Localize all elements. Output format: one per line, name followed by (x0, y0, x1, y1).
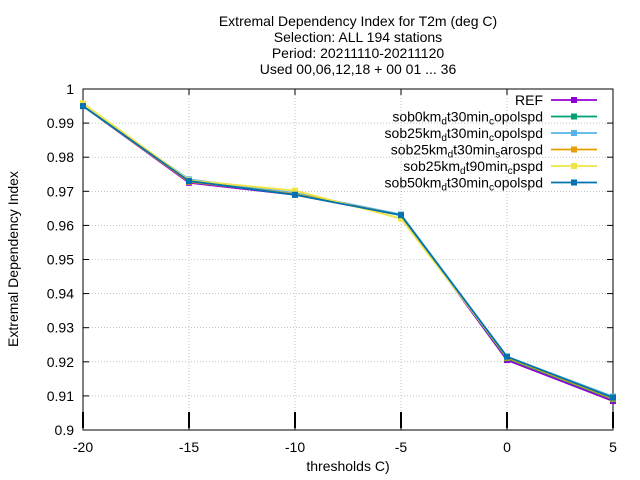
legend-marker (571, 179, 577, 186)
data-point (186, 178, 192, 185)
title-line-1: Extremal Dependency Index for T2m (deg C… (219, 13, 497, 29)
title-line-2: Selection: ALL 194 stations (274, 29, 442, 45)
x-axis-label: thresholds C) (306, 458, 389, 474)
legend-entry-2: sob25kmdt30mincopolspd (385, 125, 597, 144)
y-tick-label: 1 (66, 81, 74, 97)
data-point (398, 215, 404, 222)
x-tick-label: 0 (503, 439, 511, 455)
legend-entry-0: REF (515, 92, 597, 108)
series-line (82, 105, 614, 399)
y-tick-label: 0.99 (47, 115, 74, 131)
legend-label: sob50kmdt30mincopolspd (385, 175, 543, 194)
y-tick-label: 0.91 (47, 388, 74, 404)
legend-entry-1: sob0kmdt30mincopolspd (392, 109, 597, 128)
legend-marker (571, 97, 577, 103)
x-tick-label: -20 (73, 439, 93, 455)
legend-label: sob0kmdt30mincopolspd (392, 109, 543, 128)
y-tick-label: 0.95 (47, 252, 74, 268)
grid-lines (83, 89, 613, 430)
legend-entry-3: sob25kmdt30minsarospd (391, 142, 597, 161)
legend-marker (571, 130, 577, 136)
series-layer (80, 100, 616, 405)
legend-marker (571, 146, 577, 153)
y-tick-label: 0.93 (47, 320, 74, 336)
legend: REFsob0kmdt30mincopolspdsob25kmdt30minco… (385, 92, 597, 194)
x-tick-label: -15 (179, 439, 199, 455)
title-line-3: Period: 20211110-20211120 (272, 45, 445, 61)
data-point (292, 187, 298, 194)
title-line-4: Used 00,06,12,18 + 00 01 ... 36 (260, 61, 457, 77)
y-tick-label: 0.92 (47, 354, 74, 370)
data-point (504, 353, 510, 360)
legend-marker (571, 163, 577, 169)
y-tick-label: 0.94 (47, 286, 74, 302)
axes: 0.9 0.91 0.92 0.93 0.94 0.95 0.96 0.97 0.98 0.99 1… (47, 81, 617, 455)
x-tick-label: -5 (395, 439, 408, 455)
y-tick-label: 0.96 (47, 217, 74, 233)
legend-label: REF (515, 92, 543, 108)
legend-entry-5: sob50kmdt30mincopolspd (385, 175, 597, 194)
plot-border (82, 88, 614, 431)
legend-entry-4: sob25kmdt90mincpspd (403, 158, 597, 177)
y-tick-label: 0.97 (47, 183, 74, 199)
legend-label: sob25kmdt30minsarospd (391, 142, 543, 161)
legend-marker (571, 113, 577, 120)
y-tick-label: 0.9 (55, 422, 75, 438)
data-point (292, 191, 298, 198)
x-tick-label: -10 (285, 439, 305, 455)
legend-label: sob25kmdt30mincopolspd (385, 125, 543, 144)
series-5 (80, 103, 616, 401)
x-tick-label: 5 (609, 439, 617, 455)
data-point (80, 103, 86, 110)
data-point (610, 394, 616, 401)
chart-title: Extremal Dependency Index for T2m (deg C… (219, 13, 497, 77)
y-tick-label: 0.98 (47, 149, 74, 165)
y-axis-label: Extremal Dependency Index (5, 171, 21, 347)
legend-label: sob25kmdt90mincpspd (403, 158, 543, 177)
data-point (398, 212, 404, 219)
